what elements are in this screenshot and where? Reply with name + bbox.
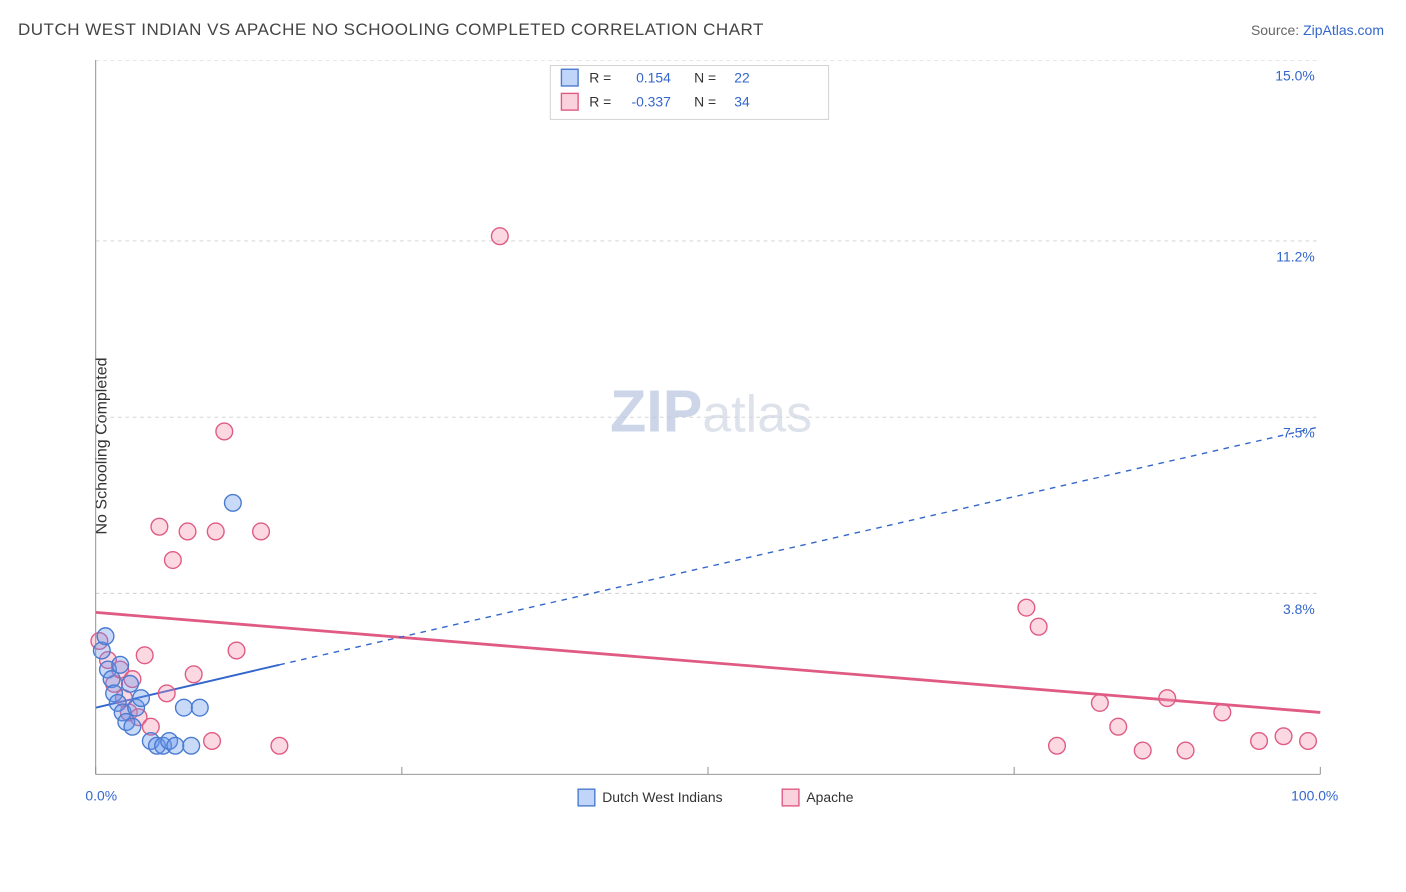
stats-n-value: 34 xyxy=(734,93,750,109)
scatter-point-pink xyxy=(1275,728,1292,745)
legend-label: Apache xyxy=(806,789,853,805)
scatter-point-blue xyxy=(167,737,184,754)
scatter-point-pink xyxy=(204,733,221,750)
scatter-point-pink xyxy=(1214,704,1231,721)
scatter-point-pink xyxy=(207,523,224,540)
source-prefix: Source: xyxy=(1251,22,1303,38)
stats-n-label: N = xyxy=(694,69,716,85)
scatter-point-pink xyxy=(1049,737,1066,754)
scatter-point-pink xyxy=(1300,733,1317,750)
stats-swatch xyxy=(561,93,578,110)
scatter-point-pink xyxy=(158,685,175,702)
scatter-point-pink xyxy=(228,642,245,659)
scatter-point-pink xyxy=(216,423,233,440)
scatter-point-pink xyxy=(179,523,196,540)
scatter-point-blue xyxy=(176,699,193,716)
source-link[interactable]: ZipAtlas.com xyxy=(1303,22,1384,38)
legend-swatch xyxy=(578,789,595,806)
stats-n-label: N = xyxy=(694,93,716,109)
scatter-point-pink xyxy=(136,647,153,664)
y-tick-label: 7.5% xyxy=(1283,425,1315,441)
x-tick-label: 100.0% xyxy=(1291,787,1338,803)
stats-swatch xyxy=(561,69,578,86)
scatter-point-pink xyxy=(185,666,202,683)
scatter-point-pink xyxy=(1159,690,1176,707)
x-tick-label: 0.0% xyxy=(85,787,117,803)
y-tick-label: 15.0% xyxy=(1275,67,1314,83)
scatter-point-pink xyxy=(1030,618,1047,635)
y-tick-label: 11.2% xyxy=(1276,248,1314,264)
watermark: ZIPatlas xyxy=(610,377,812,444)
y-tick-label: 3.8% xyxy=(1283,601,1315,617)
scatter-point-blue xyxy=(122,676,139,693)
stats-r-label: R = xyxy=(589,93,611,109)
scatter-point-pink xyxy=(253,523,270,540)
stats-r-value: -0.337 xyxy=(631,93,671,109)
stats-r-label: R = xyxy=(589,69,611,85)
scatter-point-blue xyxy=(133,690,150,707)
scatter-point-pink xyxy=(1251,733,1268,750)
scatter-point-blue xyxy=(225,495,242,512)
chart-svg: 3.8% 7.5% 11.2% 15.0% ZIPatlas 0.0% 100.0% R = 0… xyxy=(48,60,1368,830)
scatter-point-pink xyxy=(271,737,288,754)
regression-line-apache xyxy=(96,612,1321,712)
stats-n-value: 22 xyxy=(734,69,750,85)
scatter-point-pink xyxy=(165,552,182,569)
scatter-point-pink xyxy=(491,228,508,245)
scatter-point-pink xyxy=(151,518,168,535)
scatter-plot: 3.8% 7.5% 11.2% 15.0% ZIPatlas 0.0% 100.0% R = 0… xyxy=(48,60,1368,830)
stats-r-value: 0.154 xyxy=(636,69,671,85)
chart-title: DUTCH WEST INDIAN VS APACHE NO SCHOOLING… xyxy=(18,20,764,40)
scatter-point-pink xyxy=(1018,599,1035,616)
regression-line-dutch-dash xyxy=(279,427,1320,665)
scatter-point-blue xyxy=(183,737,200,754)
scatter-point-blue xyxy=(124,718,141,735)
scatter-point-pink xyxy=(1092,695,1109,712)
source-attribution: Source: ZipAtlas.com xyxy=(1251,22,1384,38)
scatter-point-pink xyxy=(1177,742,1194,759)
scatter-point-blue xyxy=(97,628,114,645)
scatter-point-blue xyxy=(112,656,129,673)
legend-label: Dutch West Indians xyxy=(602,789,722,805)
scatter-point-pink xyxy=(1110,718,1127,735)
scatter-point-blue xyxy=(191,699,208,716)
scatter-point-pink xyxy=(1134,742,1151,759)
legend-swatch xyxy=(782,789,799,806)
